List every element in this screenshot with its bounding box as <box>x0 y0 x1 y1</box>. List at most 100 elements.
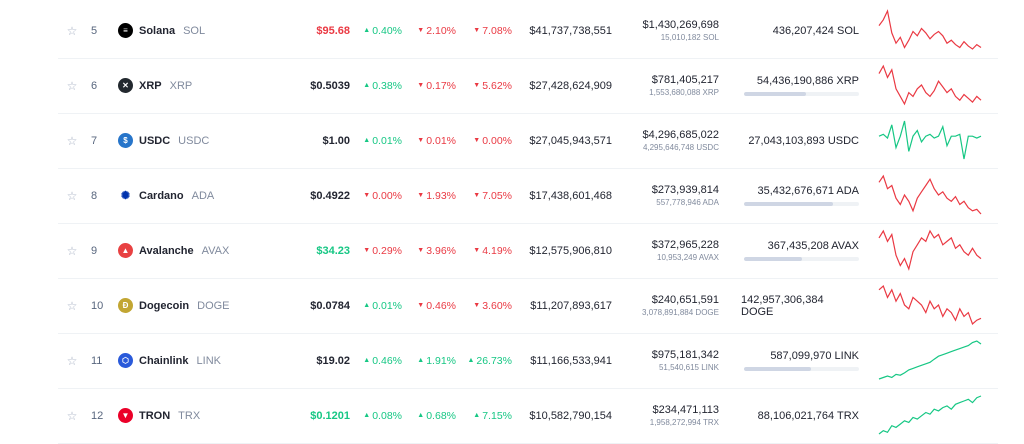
solana-icon: ≡ <box>118 23 133 38</box>
volume-cell: $372,965,228 10,953,249 AVAX <box>618 223 719 278</box>
favorite-star-icon[interactable]: ☆ <box>66 23 78 38</box>
rank-number: 7 <box>91 134 98 147</box>
caret-up-icon: ▲ <box>363 27 371 34</box>
caret-up-icon: ▲ <box>473 412 481 419</box>
rank-number: 11 <box>91 354 103 367</box>
h1_dir-value: 0.01% <box>372 299 402 312</box>
circulating-supply-cell: 88,106,021,764 TRX <box>741 388 859 443</box>
supply-progress-fill <box>744 367 811 371</box>
caret-down-icon: ▼ <box>417 192 425 199</box>
coin-name-cell[interactable]: ✺ Cardano ADA <box>118 168 214 223</box>
seven-day-sparkline <box>878 9 982 50</box>
favorite-star-icon[interactable]: ☆ <box>66 133 78 148</box>
circulating-supply-cell: 367,435,208 AVAX <box>741 223 859 278</box>
h1_dir-value: 0.29% <box>372 244 402 257</box>
circulating-supply-cell: 436,207,424 SOL <box>741 3 859 58</box>
favorite-star-icon[interactable]: ☆ <box>66 298 78 313</box>
h1_dir-change: ▼ 0.00% <box>342 168 402 223</box>
coin-name-cell[interactable]: ≡ Solana SOL <box>118 3 205 58</box>
supply-progress-bar <box>744 92 859 96</box>
seven-day-sparkline <box>878 120 982 160</box>
favorite-star-icon[interactable]: ☆ <box>66 78 78 93</box>
table-row[interactable]: ☆ 10 Ð Dogecoin DOGE $0.0784 ▲ 0.01% ▼ 0.46% ▼ 3.60… <box>58 278 998 334</box>
market-cap-value: $12,575,906,810 <box>529 244 612 257</box>
rank-number: 5 <box>91 24 98 37</box>
caret-down-icon: ▼ <box>417 82 425 89</box>
volume-cell: $975,181,342 51,540,615 LINK <box>618 333 719 388</box>
rank-number: 10 <box>91 299 104 312</box>
seven-day-sparkline <box>878 64 982 106</box>
coin-name: Dogecoin <box>139 299 190 312</box>
d7_dir-change: ▼ 5.62% <box>452 58 512 113</box>
sparkline-path <box>878 395 982 435</box>
d7_dir-value: 4.19% <box>482 244 512 257</box>
sparkline-path <box>878 284 982 326</box>
table-row[interactable]: ☆ 11 ⬡ Chainlink LINK $19.02 ▲ 0.46% ▲ 1.91% ▲ 26.7… <box>58 333 998 389</box>
dogecoin-icon: Ð <box>118 298 133 313</box>
h24_dir-change: ▼ 0.17% <box>396 58 456 113</box>
supply-progress-fill <box>744 257 802 261</box>
market-cap-value: $27,428,624,909 <box>529 79 612 92</box>
price-value: $1.00 <box>322 134 350 147</box>
sparkline-path <box>878 229 982 271</box>
d7_dir-value: 3.60% <box>482 299 512 312</box>
xrp-icon: ✕ <box>118 78 133 93</box>
favorite-star-icon[interactable]: ☆ <box>66 408 78 423</box>
favorite-star-icon[interactable]: ☆ <box>66 353 78 368</box>
coin-name: USDC <box>139 134 171 147</box>
rank-number: 12 <box>91 409 104 422</box>
price-value: $95.68 <box>316 24 350 37</box>
market-cap-value: $11,166,533,941 <box>530 354 612 367</box>
d7_dir-value: 7.08% <box>482 24 512 37</box>
h24_dir-value: 2.10% <box>426 24 456 37</box>
volume-coin: 15,010,182 SOL <box>660 33 719 42</box>
supply-progress-fill <box>744 202 833 206</box>
volume-coin: 3,078,891,884 DOGE <box>642 308 719 317</box>
circulating-supply-cell: 27,043,103,893 USDC <box>741 113 859 168</box>
h1_dir-change: ▲ 0.01% <box>342 113 402 168</box>
volume-coin: 51,540,615 LINK <box>658 363 719 372</box>
coin-symbol: USDC <box>178 134 210 147</box>
favorite-star-icon[interactable]: ☆ <box>66 188 78 203</box>
d7_dir-change: ▲ 26.73% <box>452 333 512 388</box>
coin-name-cell[interactable]: Ð Dogecoin DOGE <box>118 278 230 333</box>
volume-coin: 557,778,946 ADA <box>656 198 719 207</box>
table-row[interactable]: ☆ 9 ▲ Avalanche AVAX $34.23 ▼ 0.29% ▼ 3.96% ▼ 4.19%… <box>58 223 998 279</box>
h24_dir-value: 0.17% <box>426 79 456 92</box>
h1_dir-change: ▼ 0.29% <box>342 223 402 278</box>
circulating-supply-value: 35,432,676,671 ADA <box>757 185 859 197</box>
supply-progress-bar <box>744 257 859 261</box>
sparkline-path <box>878 64 982 106</box>
price-value: $0.1201 <box>310 409 350 422</box>
coin-name-cell[interactable]: $ USDC USDC <box>118 113 209 168</box>
market-cap-value: $11,207,893,617 <box>530 299 612 312</box>
h24_dir-value: 3.96% <box>426 244 456 257</box>
h1_dir-change: ▲ 0.40% <box>342 3 402 58</box>
coin-name-cell[interactable]: ▲ Avalanche AVAX <box>118 223 229 278</box>
coin-name-cell[interactable]: ⬡ Chainlink LINK <box>118 333 221 388</box>
circulating-supply-value: 142,957,306,384 DOGE <box>741 293 824 318</box>
table-row[interactable]: ☆ 7 $ USDC USDC $1.00 ▲ 0.01% ▼ 0.01% ▼ 0.00% $27,04… <box>58 113 998 169</box>
caret-down-icon: ▼ <box>473 82 481 89</box>
table-row[interactable]: ☆ 8 ✺ Cardano ADA $0.4922 ▼ 0.00% ▼ 1.93% ▼ 7.05% $1… <box>58 168 998 224</box>
caret-up-icon: ▲ <box>363 412 371 419</box>
coin-symbol: SOL <box>183 24 206 37</box>
caret-down-icon: ▼ <box>417 302 425 309</box>
table-row[interactable]: ☆ 6 ✕ XRP XRP $0.5039 ▲ 0.38% ▼ 0.17% ▼ 5.62% $27,42… <box>58 58 998 114</box>
market-cap-value: $41,737,738,551 <box>529 24 612 37</box>
caret-down-icon: ▼ <box>473 302 481 309</box>
h24_dir-value: 0.01% <box>426 134 456 147</box>
coin-symbol: XRP <box>169 79 193 92</box>
table-row[interactable]: ☆ 5 ≡ Solana SOL $95.68 ▲ 0.40% ▼ 2.10% ▼ 7.08% $41,… <box>58 3 998 59</box>
volume-cell: $4,296,685,022 4,295,646,748 USDC <box>618 113 719 168</box>
h24_dir-value: 1.93% <box>426 189 456 202</box>
circulating-supply-value: 436,207,424 SOL <box>772 24 859 37</box>
coin-name-cell[interactable]: ✕ XRP XRP <box>118 58 192 113</box>
favorite-star-icon[interactable]: ☆ <box>66 243 78 258</box>
table-row[interactable]: ☆ 12 ▼ TRON TRX $0.1201 ▲ 0.08% ▲ 0.68% ▲ 7.15% $10,… <box>58 388 998 444</box>
coin-name: Avalanche <box>139 244 194 257</box>
seven-day-sparkline <box>878 284 982 326</box>
volume-cell: $273,939,814 557,778,946 ADA <box>618 168 719 223</box>
h1_dir-value: 0.40% <box>372 24 402 37</box>
coin-name-cell[interactable]: ▼ TRON TRX <box>118 388 200 443</box>
